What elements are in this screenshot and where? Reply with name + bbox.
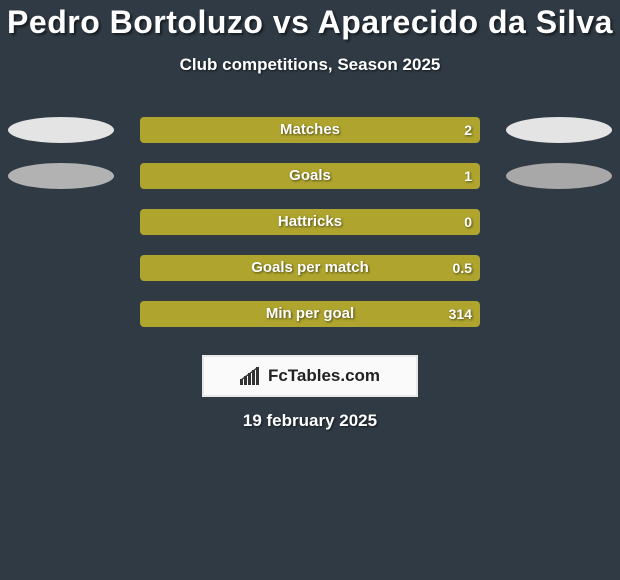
team-mark-left <box>8 117 114 143</box>
stat-label: Hattricks <box>140 209 480 235</box>
stat-label: Matches <box>140 117 480 143</box>
stat-value-right: 1 <box>464 163 472 189</box>
stat-value-right: 314 <box>449 301 472 327</box>
stat-bar: Min per goal314 <box>140 301 480 327</box>
logo-box[interactable]: FcTables.com <box>202 355 418 397</box>
stat-bar: Goals1 <box>140 163 480 189</box>
stat-label: Goals <box>140 163 480 189</box>
stat-value-right: 0.5 <box>453 255 472 281</box>
stat-row: Goals1 <box>0 163 620 209</box>
team-mark-right <box>506 117 612 143</box>
team-mark-left <box>8 163 114 189</box>
team-mark-right <box>506 163 612 189</box>
stat-bar: Hattricks0 <box>140 209 480 235</box>
stat-label: Min per goal <box>140 301 480 327</box>
stat-row: Goals per match0.5 <box>0 255 620 301</box>
stat-row: Hattricks0 <box>0 209 620 255</box>
stats-container: Matches2Goals1Hattricks0Goals per match0… <box>0 117 620 347</box>
stat-row: Min per goal314 <box>0 301 620 347</box>
stat-value-right: 2 <box>464 117 472 143</box>
stat-value-right: 0 <box>464 209 472 235</box>
page-subtitle: Club competitions, Season 2025 <box>0 55 620 75</box>
chart-bars-icon <box>240 367 262 385</box>
stat-row: Matches2 <box>0 117 620 163</box>
stat-bar: Goals per match0.5 <box>140 255 480 281</box>
footer-date: 19 february 2025 <box>0 411 620 431</box>
page-title: Pedro Bortoluzo vs Aparecido da Silva <box>0 4 620 41</box>
stat-bar: Matches2 <box>140 117 480 143</box>
logo-text: FcTables.com <box>268 366 380 386</box>
stat-label: Goals per match <box>140 255 480 281</box>
